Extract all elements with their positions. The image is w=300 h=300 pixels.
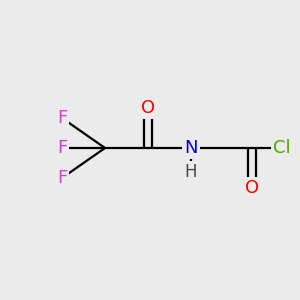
Text: F: F bbox=[57, 169, 67, 187]
Text: H: H bbox=[185, 163, 197, 181]
Text: N: N bbox=[184, 139, 198, 157]
Text: O: O bbox=[141, 99, 155, 117]
Text: Cl: Cl bbox=[273, 139, 291, 157]
Text: O: O bbox=[245, 179, 259, 197]
Text: F: F bbox=[57, 139, 67, 157]
Text: F: F bbox=[57, 109, 67, 127]
